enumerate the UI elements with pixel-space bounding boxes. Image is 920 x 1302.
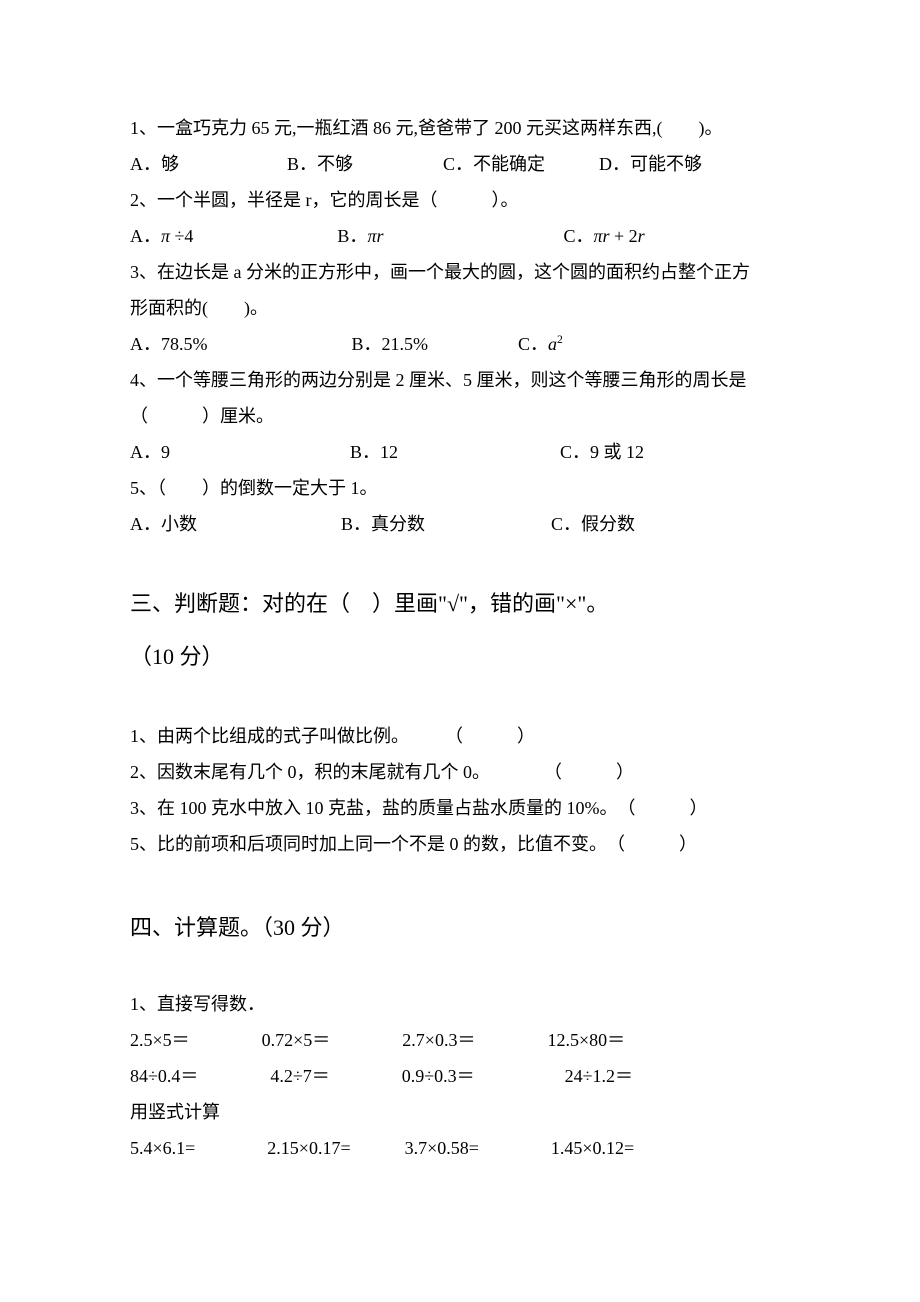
q3-options: A．78.5% B．21.5% C．a2 [130, 326, 790, 362]
section-3-line2: （10 分） [130, 631, 790, 684]
calc-row1: 2.5×5＝ 0.72×5＝ 2.7×0.3＝ 12.5×80＝ [130, 1022, 790, 1058]
q5-text: 5、（ ）的倒数一定大于 1。 [130, 470, 790, 506]
q2-opt-c-prefix: C． [383, 226, 593, 246]
q2-opt-a-prefix: A． [130, 226, 161, 246]
q1-options: A．够 B．不够 C．不能确定 D．可能不够 [130, 146, 790, 182]
q5-options: A．小数 B．真分数 C．假分数 [130, 506, 790, 542]
judge-5: 5、比的前项和后项同时加上同一个不是 0 的数，比值不变。 （ ） [130, 826, 790, 862]
section-3-line1: 三、判断题：对的在（ ）里画"√"，错的画"×"。 [130, 578, 790, 631]
q1-text: 1、一盒巧克力 65 元,一瓶红酒 86 元,爸爸带了 200 元买这两样东西,… [130, 110, 790, 146]
q2-opt-c-pir: πr [593, 226, 609, 246]
q2-opt-c-plus: + 2 [610, 226, 638, 246]
exam-page: 1、一盒巧克力 65 元,一瓶红酒 86 元,爸爸带了 200 元买这两样东西,… [0, 0, 920, 1302]
judge-1: 1、由两个比组成的式子叫做比例。 （ ） [130, 718, 790, 754]
q4-options: A．9 B．12 C．9 或 12 [130, 434, 790, 470]
q3-opt-c-sup: 2 [557, 333, 563, 346]
q2-opt-c-r: r [638, 226, 645, 246]
calc-row2: 84÷0.4＝ 4.2÷7＝ 0.9÷0.3＝ 24÷1.2＝ [130, 1058, 790, 1094]
calc-row3: 5.4×6.1= 2.15×0.17= 3.7×0.58= 1.45×0.12= [130, 1130, 790, 1166]
spacer [130, 688, 790, 718]
q3-text-line2: 形面积的( )。 [130, 290, 790, 326]
judge-2: 2、因数末尾有几个 0，积的末尾就有几个 0。 （ ） [130, 754, 790, 790]
calc-vertical-head: 用竖式计算 [130, 1094, 790, 1130]
q3-text-line1: 3、在边长是 a 分米的正方形中，画一个最大的圆，这个圆的面积约占整个正方 [130, 254, 790, 290]
judge-3: 3、在 100 克水中放入 10 克盐，盐的质量占盐水质量的 10%。 （ ） [130, 790, 790, 826]
section-4-title: 四、计算题。（30 分） [130, 902, 790, 955]
q4-text-line1: 4、一个等腰三角形的两边分别是 2 厘米、5 厘米，则这个等腰三角形的周长是 [130, 362, 790, 398]
q4-text-line2: （ ）厘米。 [130, 398, 790, 434]
spacer-sm [130, 972, 790, 986]
q3-opt-c-a: a [548, 334, 557, 354]
q2-options: A．π ÷4 B．πr C．πr + 2r [130, 218, 790, 254]
section-3-title: 三、判断题：对的在（ ）里画"√"，错的画"×"。 （10 分） [130, 578, 790, 684]
q2-text: 2、一个半圆，半径是 r，它的周长是（ ）。 [130, 182, 790, 218]
calc-head: 1、直接写得数． [130, 986, 790, 1022]
q2-opt-b-pir: πr [367, 226, 383, 246]
q2-opt-a-rest: ÷4 [170, 226, 193, 246]
q2-opt-b-prefix: B． [193, 226, 367, 246]
q3-opts-ab: A．78.5% B．21.5% C． [130, 334, 548, 354]
q2-opt-a-pi: π [161, 226, 170, 246]
